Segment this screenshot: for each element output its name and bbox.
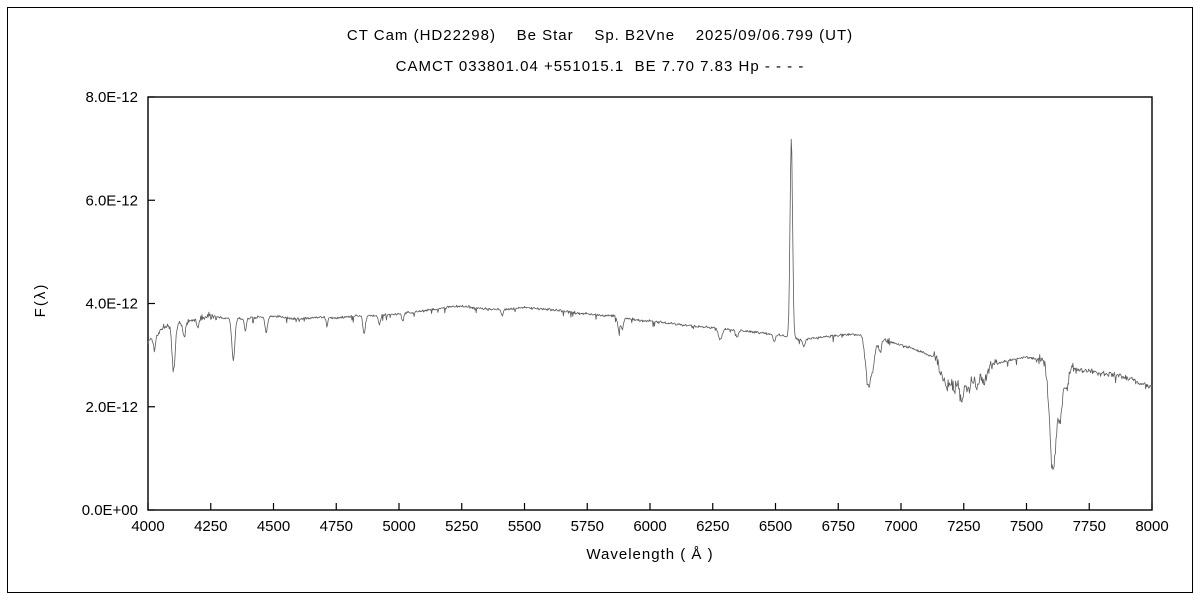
- x-tick-label: 6750: [822, 518, 855, 535]
- x-tick-label: 6500: [759, 518, 792, 535]
- x-tick-label: 7250: [947, 518, 980, 535]
- x-axis-label: Wavelength ( Å ): [586, 546, 714, 563]
- chart-title: CT Cam (HD22298) Be Star Sp. B2Vne 2025/…: [346, 27, 854, 44]
- x-tick-label: 4500: [257, 518, 290, 535]
- x-tick-label: 5000: [382, 518, 415, 535]
- y-tick-label: 6.0E-12: [85, 192, 138, 209]
- x-tick-label: 4000: [131, 518, 164, 535]
- chart-subtitle: CAMCT 033801.04 +551015.1 BE 7.70 7.83 H…: [395, 58, 805, 75]
- x-tick-label: 8000: [1135, 518, 1168, 535]
- x-tick-label: 5750: [571, 518, 604, 535]
- y-tick-label: 2.0E-12: [85, 399, 138, 416]
- x-tick-label: 6000: [633, 518, 666, 535]
- x-tick-label: 7500: [1010, 518, 1043, 535]
- x-tick-label: 6250: [696, 518, 729, 535]
- x-tick-label: 7000: [884, 518, 917, 535]
- x-tick-label: 4750: [320, 518, 353, 535]
- plot-frame: [147, 96, 1153, 511]
- x-tick-label: 4250: [194, 518, 227, 535]
- chart-outer-border: [7, 7, 1193, 593]
- y-tick-label: 8.0E-12: [85, 89, 138, 106]
- y-tick-label: 4.0E-12: [85, 296, 138, 313]
- x-tick-label: 7750: [1073, 518, 1106, 535]
- x-tick-label: 5250: [445, 518, 478, 535]
- spectrum-line: [147, 138, 1153, 470]
- y-tick-label: 0.0E+00: [82, 502, 138, 519]
- x-tick-label: 5500: [508, 518, 541, 535]
